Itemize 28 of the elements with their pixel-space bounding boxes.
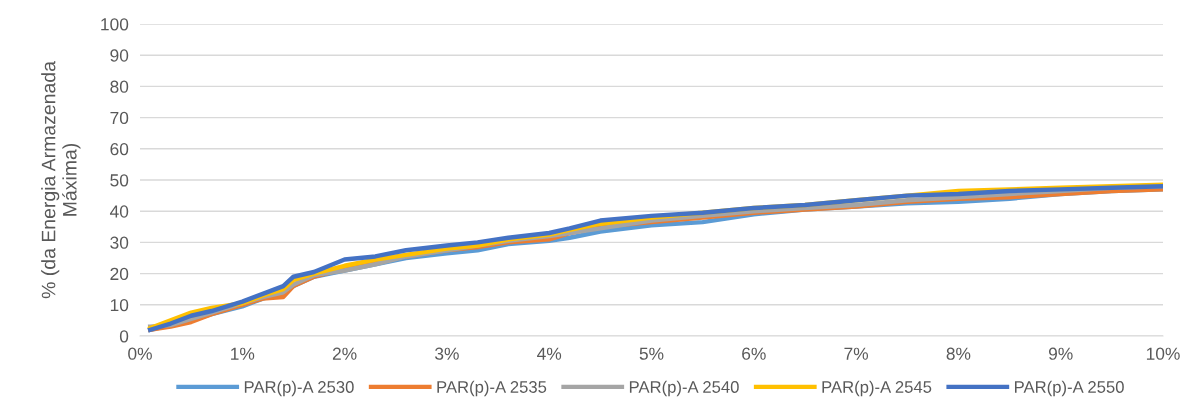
x-tick-label: 6% (742, 347, 766, 360)
x-tick-label: 10% (1146, 347, 1180, 360)
y-tick-label: 10 (110, 298, 129, 312)
x-tick-label: 9% (1048, 347, 1073, 360)
legend-label: PAR(p)-A 2550 (1014, 380, 1124, 397)
legend-label: PAR(p)-A 2535 (437, 380, 547, 397)
x-tick-label: 4% (537, 347, 562, 360)
y-axis-title: % (da Energia Armazenada Máxima) (41, 61, 81, 299)
x-tick-label: 2% (332, 347, 357, 360)
x-tick-label: 0% (128, 347, 152, 360)
y-tick-label: 90 (110, 49, 129, 62)
x-tick-label: 3% (435, 347, 459, 360)
legend-label: PAR(p)-A 2545 (822, 380, 932, 397)
y-tick-label: 20 (110, 267, 129, 281)
x-tick-label: 7% (844, 347, 869, 360)
legend-label: PAR(p)-A 2530 (244, 380, 354, 397)
y-tick-label: 50 (110, 174, 129, 187)
x-tick-label: 8% (946, 347, 971, 360)
x-tick-label: 1% (231, 347, 255, 360)
y-tick-label: 100 (101, 18, 129, 31)
y-tick-label: 30 (110, 236, 129, 249)
y-tick-label: 0 (119, 330, 129, 343)
y-tick-label: 80 (110, 80, 129, 93)
x-tick-label: 5% (639, 347, 664, 360)
y-tick-label: 40 (109, 205, 129, 218)
y-tick-label: 60 (110, 142, 129, 156)
y-tick-label: 70 (110, 111, 129, 125)
legend-label: PAR(p)-A 2540 (629, 380, 739, 397)
